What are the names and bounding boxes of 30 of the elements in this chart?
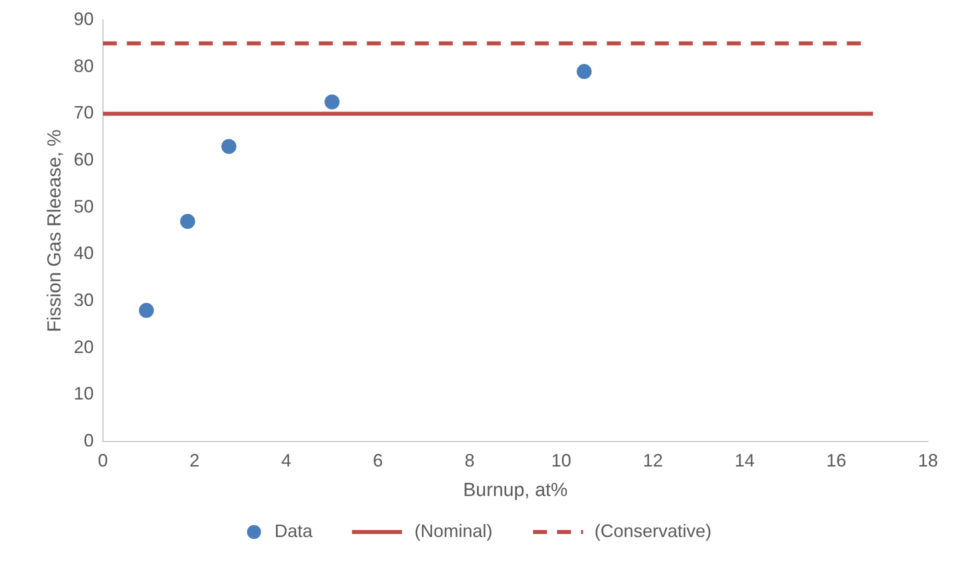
x-tick-label: 14 bbox=[734, 450, 755, 470]
x-tick-label: 0 bbox=[98, 450, 108, 470]
y-tick-label: 30 bbox=[74, 290, 94, 310]
x-tick-label: 16 bbox=[826, 450, 846, 470]
y-tick-label: 60 bbox=[74, 150, 94, 170]
point bbox=[324, 94, 340, 110]
x-axis-title: Burnup, at% bbox=[463, 480, 568, 501]
legend-label: (Nominal) bbox=[414, 521, 492, 542]
y-tick-label: 80 bbox=[74, 56, 94, 76]
point bbox=[221, 138, 236, 154]
legend-label: (Conservative) bbox=[594, 521, 712, 542]
y-tick-label: 20 bbox=[74, 336, 94, 357]
y-tick-label: 90 bbox=[74, 8, 94, 29]
y-tick-label: 40 bbox=[74, 243, 94, 264]
point bbox=[138, 302, 154, 318]
point bbox=[576, 64, 592, 80]
x-tick-label: 12 bbox=[642, 450, 663, 470]
x-tick-label: 2 bbox=[190, 450, 200, 470]
y-tick-label: 70 bbox=[74, 102, 94, 123]
x-tick-label: 18 bbox=[918, 450, 938, 470]
x-tick-label: 8 bbox=[464, 450, 475, 470]
legend-label: Data bbox=[274, 521, 312, 542]
y-tick-label: 10 bbox=[74, 384, 94, 404]
y-tick-label: 0 bbox=[84, 430, 94, 451]
point bbox=[180, 214, 196, 229]
y-axis-title: Fission Gas Rleease, % bbox=[44, 129, 66, 332]
x-tick-label: 10 bbox=[551, 450, 572, 470]
x-tick-label: 6 bbox=[372, 450, 383, 470]
x-tick-label: 4 bbox=[281, 450, 292, 470]
y-tick-label: 50 bbox=[74, 196, 94, 216]
